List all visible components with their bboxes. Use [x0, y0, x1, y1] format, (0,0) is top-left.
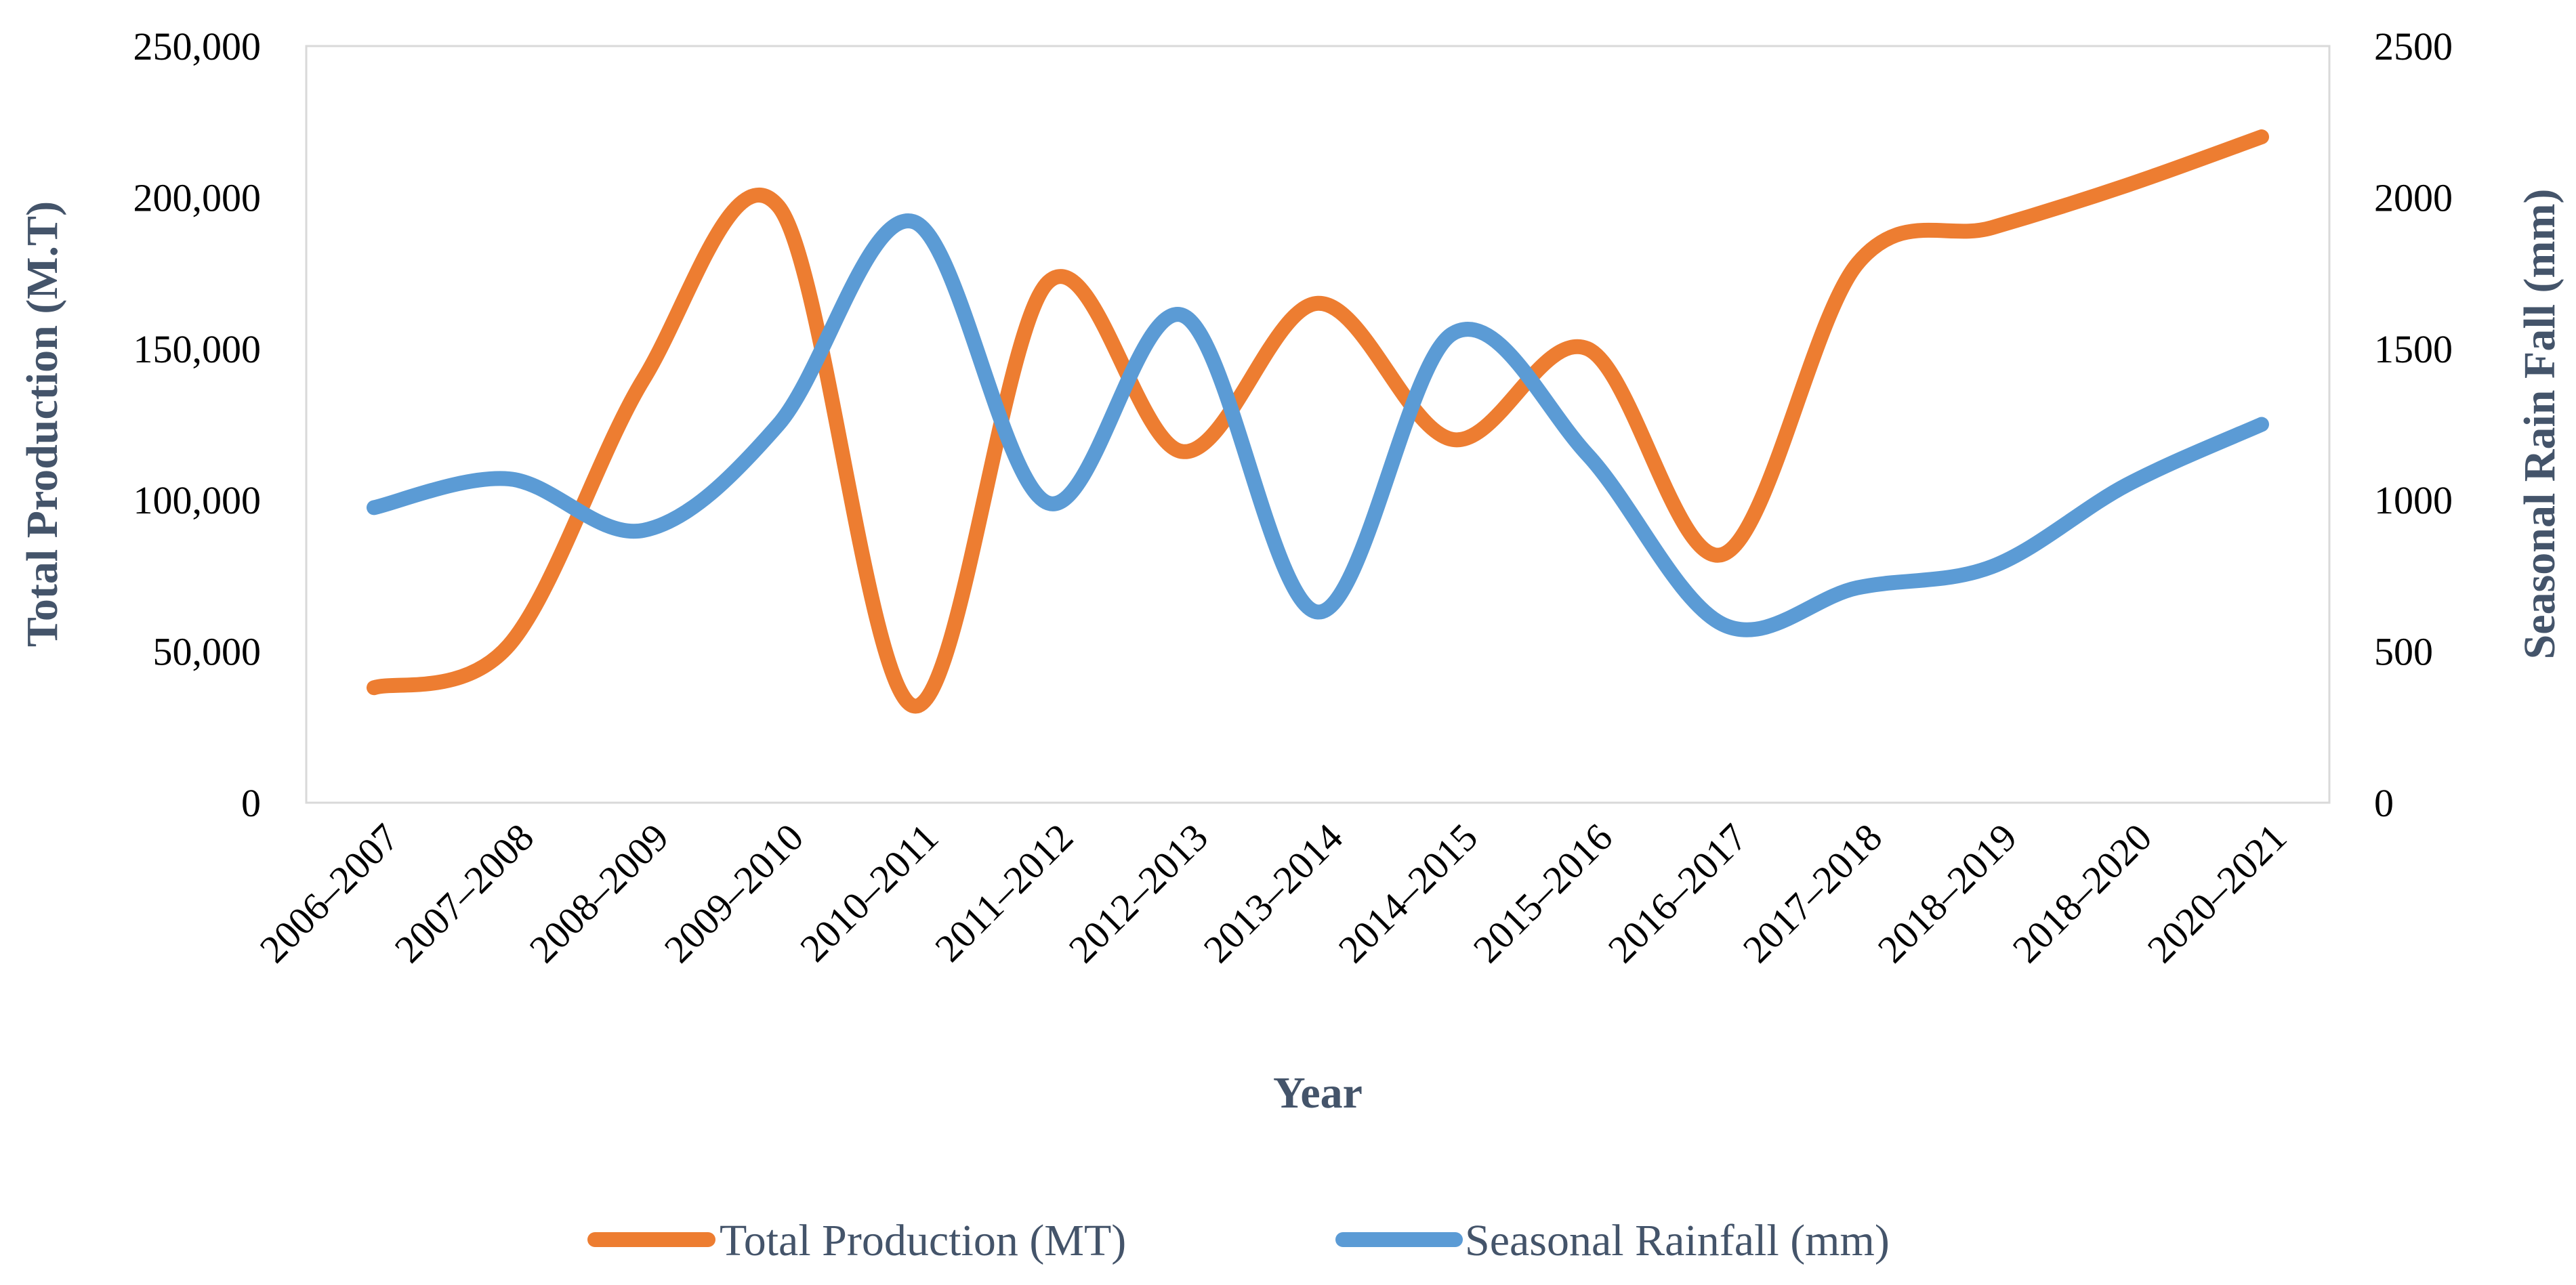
- y-left-tick-label: 250,000: [133, 24, 262, 68]
- x-tick-label: 2018–2019: [1869, 815, 2026, 971]
- y-left-tick-label: 0: [241, 781, 261, 825]
- y-axis-right-ticks: 0 500 1000 1500 2000 2500: [2374, 24, 2453, 825]
- x-tick-label: 2013–2014: [1195, 815, 1352, 971]
- y-right-tick-label: 2500: [2374, 24, 2453, 68]
- x-tick-label: 2006–2007: [251, 815, 408, 971]
- x-tick-label: 2018–2020: [2004, 815, 2161, 971]
- legend-label-rainfall: Seasonal Rainfall (mm): [1465, 1216, 1890, 1265]
- x-axis-title: Year: [1273, 1068, 1363, 1118]
- x-tick-label: 2012–2013: [1060, 815, 1217, 971]
- y-axis-right-title: Seasonal Rain Fall (mm): [2515, 189, 2564, 660]
- y-right-tick-label: 1000: [2374, 478, 2453, 522]
- x-tick-label: 2016–2017: [1600, 815, 1756, 971]
- y-right-tick-label: 1500: [2374, 327, 2453, 371]
- x-tick-label: 2010–2011: [791, 815, 947, 970]
- series-line-production: [367, 129, 2269, 714]
- legend: Total Production (MT) Seasonal Rainfall …: [587, 1216, 1890, 1265]
- y-axis-left-title: Total Production (M.T): [18, 201, 67, 647]
- x-tick-label: 2008–2009: [521, 815, 678, 971]
- x-tick-label: 2011–2012: [926, 815, 1081, 970]
- x-tick-label: 2007–2008: [386, 815, 543, 971]
- plot-area: [305, 45, 2331, 804]
- x-axis-ticks: 2006–20072007–20082008–20092009–20102010…: [251, 815, 2295, 971]
- y-right-tick-label: 500: [2374, 630, 2433, 674]
- y-axis-left-ticks: 0 50,000 100,000 150,000 200,000 250,000: [133, 24, 262, 825]
- x-tick-label: 2020–2021: [2139, 815, 2295, 971]
- y-left-tick-label: 200,000: [133, 175, 262, 219]
- y-left-tick-label: 100,000: [133, 478, 262, 522]
- y-right-tick-label: 2000: [2374, 175, 2453, 219]
- legend-label-production: Total Production (MT): [720, 1216, 1126, 1265]
- y-right-tick-label: 0: [2374, 781, 2394, 825]
- y-left-tick-label: 50,000: [153, 630, 262, 674]
- x-tick-label: 2015–2016: [1465, 815, 1621, 971]
- y-left-tick-label: 150,000: [133, 327, 262, 371]
- series-lines: [367, 129, 2269, 714]
- series-line-rainfall: [367, 213, 2269, 637]
- x-tick-label: 2017–2018: [1734, 815, 1891, 971]
- x-tick-label: 2009–2010: [656, 815, 812, 971]
- x-tick-label: 2014–2015: [1330, 815, 1487, 971]
